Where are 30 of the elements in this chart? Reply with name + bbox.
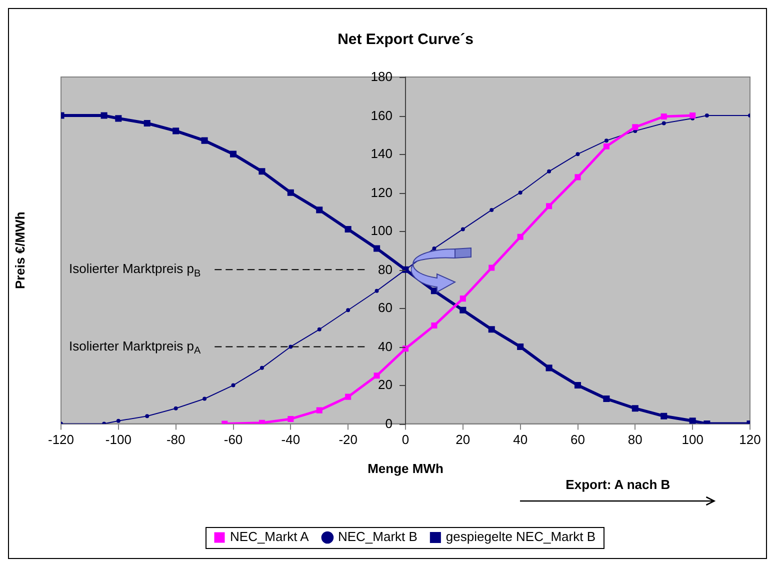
y-tick-label: 40 — [378, 339, 392, 354]
y-tick-label: 100 — [370, 223, 392, 238]
legend-label: NEC_Markt B — [338, 529, 418, 544]
x-tick-label: -20 — [338, 432, 358, 448]
y-tick-label: 120 — [370, 185, 392, 200]
x-tick-label: 20 — [456, 432, 470, 448]
x-axis-title: Menge MWh — [368, 460, 444, 476]
y-tick-label: 180 — [370, 69, 392, 84]
y-tick-label: 140 — [370, 146, 392, 162]
x-tick-label: 60 — [570, 432, 585, 448]
x-tick-label: 0 — [402, 432, 410, 448]
x-tick-label: 80 — [628, 432, 642, 448]
y-tick-label: 160 — [370, 108, 392, 124]
x-tick-label: 120 — [739, 432, 761, 448]
x-tick-label: -80 — [166, 432, 186, 448]
y-tick-label: 20 — [378, 377, 392, 392]
x-tick-label: -120 — [48, 432, 74, 448]
x-tick-label: -60 — [224, 432, 243, 448]
x-tick-label: -100 — [105, 432, 132, 448]
legend-label: NEC_Markt A — [230, 529, 310, 544]
x-tick-label: 100 — [682, 432, 704, 448]
y-axis-title: Preis €/MWh — [12, 212, 28, 290]
y-tick-label: 0 — [385, 416, 392, 432]
x-tick-label: -40 — [281, 432, 300, 448]
y-tick-label: 60 — [378, 300, 392, 316]
y-tick-label: 80 — [378, 262, 392, 278]
legend-label: gespiegelte NEC_Markt B — [446, 529, 596, 544]
text: Export: A nach B — [566, 477, 670, 492]
chart-title: Net Export Curve´s — [338, 31, 474, 48]
x-tick-label: 40 — [513, 432, 528, 448]
